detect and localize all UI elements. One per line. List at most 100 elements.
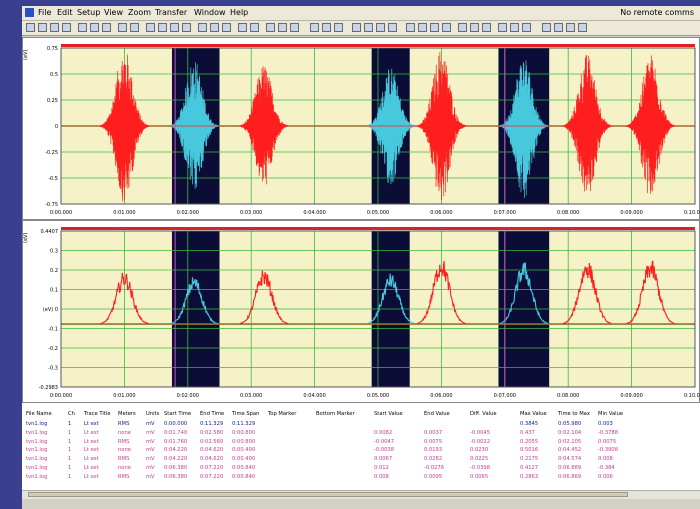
toolbar-button-28[interactable] [388,23,397,32]
table-row[interactable]: tvn1.log 1 Lt ext none mV 0:06.380 0:07.220 0:0… [22,465,700,473]
toolbar-button-21[interactable] [290,23,299,32]
toolbar-button-6[interactable] [90,23,99,32]
column-header[interactable]: Max Value [520,411,547,417]
table-cell: RMS [118,438,130,445]
toolbar-button-23[interactable] [322,23,331,32]
toolbar-button-22[interactable] [310,23,319,32]
table-row[interactable]: tvn1.log 1 Lt ext RMS mV 0:00.000 0:11.329 0:11… [22,421,700,429]
toolbar-button-11[interactable] [158,23,167,32]
table-cell: -0.0022 [470,438,491,445]
table-cell: tvn1.log [26,421,48,427]
toolbar-button-18[interactable] [250,23,259,32]
table-cell: 0.0037 [424,429,443,436]
toolbar-button-19[interactable] [266,23,275,32]
column-header[interactable]: Bottom Marker [316,411,355,417]
column-header[interactable]: Meters [118,411,136,417]
toolbar-button-42[interactable] [578,23,587,32]
toolbar-button-2[interactable] [38,23,47,32]
table-row[interactable]: tvn1.log 1 Lt ext none mV 0:04.220 0:04.620 0:0… [22,447,700,455]
toolbar-button-35[interactable] [482,23,491,32]
column-header[interactable]: End Value [424,411,450,417]
table-cell: -0.3788 [598,429,619,436]
toolbar-button-40[interactable] [554,23,563,32]
toolbar-button-29[interactable] [406,23,415,32]
toolbar-button-34[interactable] [470,23,479,32]
column-header[interactable]: End Time [200,411,225,417]
column-header[interactable]: Top Marker [268,411,297,417]
table-cell: 0.0065 [470,473,489,480]
table-row[interactable]: tvn1.log 1 Lt ext RMS mV 0:01.760 0:02.560 0:00… [22,439,700,447]
menu-view[interactable]: View [104,8,123,17]
toolbar-button-8[interactable] [118,23,127,32]
horizontal-scrollbar[interactable] [22,490,700,499]
menu-file[interactable]: File [38,8,52,17]
y-tick-label: -0.2983 [39,385,58,391]
menu-zoom[interactable]: Zoom [128,8,152,17]
toolbar-button-4[interactable] [62,23,71,32]
table-row[interactable]: tvn1.log 1 Lt ext RMS mV 0:04.220 0:04.620 0:00… [22,456,700,464]
table-cell: tvn1.log [26,456,48,463]
toolbar-button-24[interactable] [334,23,343,32]
toolbar-button-1[interactable] [26,23,35,32]
x-tick-label: 0:01.000 [113,393,135,399]
column-header[interactable]: Ch [68,411,75,417]
waveform-panel[interactable]: 0.75 0.5 0.25 0 -0.25 -0.5 -0.75 0:00.000 0:01.0… [22,37,700,220]
toolbar-button-20[interactable] [278,23,287,32]
toolbar-button-16[interactable] [222,23,231,32]
toolbar-button-31[interactable] [430,23,439,32]
selection-bar [61,227,695,230]
toolbar-button-25[interactable] [352,23,361,32]
toolbar-button-17[interactable] [238,23,247,32]
table-cell: -0.0045 [470,429,491,436]
table-row[interactable]: tvn1.log 1 Lt ext RMS mV 0:06.380 0:07.220 0:00… [22,474,700,482]
toolbar-button-15[interactable] [210,23,219,32]
toolbar-button-32[interactable] [442,23,451,32]
toolbar-button-9[interactable] [130,23,139,32]
trace-burst-2 [169,277,219,325]
menu-help[interactable]: Help [230,8,249,17]
toolbar-button-13[interactable] [182,23,191,32]
column-header[interactable]: Start Time [164,411,192,417]
column-header[interactable]: Min Value [598,411,624,417]
column-header[interactable]: File Name [26,411,52,417]
column-header[interactable]: Trace Title [84,411,111,417]
toolbar-button-14[interactable] [198,23,207,32]
toolbar-button-7[interactable] [102,23,111,32]
menu-transfer[interactable]: Transfer [155,8,188,17]
toolbar-button-33[interactable] [458,23,467,32]
column-header[interactable]: Start Value [374,411,403,417]
table-cell: 0:00.840 [232,465,256,471]
envelope-panel[interactable]: 0.4407 0.3 0.2 0.1 (eV) 0 -0.1 -0.2 -0.3 -0.2983… [22,220,700,403]
trace-burst-7 [563,262,612,324]
x-tick-label: 0:04.000 [303,393,325,399]
toolbar-button-10[interactable] [146,23,155,32]
table-row[interactable]: tvn1.log 1 Lt ext none mV 0:01.740 0:02.580 0:0… [22,430,700,438]
menu-window[interactable]: Window [194,8,226,17]
table-cell: 0:00.400 [232,447,256,454]
toolbar-button-39[interactable] [542,23,551,32]
measurement-table: File Name Ch Trace Title Meters Units Start T… [22,402,700,509]
scrollbar-thumb[interactable] [28,492,628,497]
column-header[interactable]: Time to Max [558,411,590,417]
toolbar-button-3[interactable] [50,23,59,32]
toolbar-button-5[interactable] [78,23,87,32]
x-tick-label: 0:07.000 [494,210,516,216]
toolbar-button-37[interactable] [510,23,519,32]
column-header[interactable]: Time Span [232,411,260,417]
column-header[interactable]: Diff. Value [470,411,497,417]
column-header[interactable]: Units [146,411,160,417]
table-cell: 0.006 [598,473,613,480]
toolbar-button-41[interactable] [566,23,575,32]
toolbar-button-27[interactable] [376,23,385,32]
table-cell: 0:01.760 [164,438,188,445]
menu-edit[interactable]: Edit [57,8,73,17]
toolbar-button-26[interactable] [364,23,373,32]
toolbar-button-36[interactable] [498,23,507,32]
table-cell: 0:04.574 [558,456,582,463]
menu-setup[interactable]: Setup [77,8,101,17]
trace-burst-8 [626,260,675,324]
toolbar-button-30[interactable] [418,23,427,32]
table-cell: 0.2863 [520,473,539,480]
toolbar-button-12[interactable] [170,23,179,32]
toolbar-button-38[interactable] [522,23,531,32]
